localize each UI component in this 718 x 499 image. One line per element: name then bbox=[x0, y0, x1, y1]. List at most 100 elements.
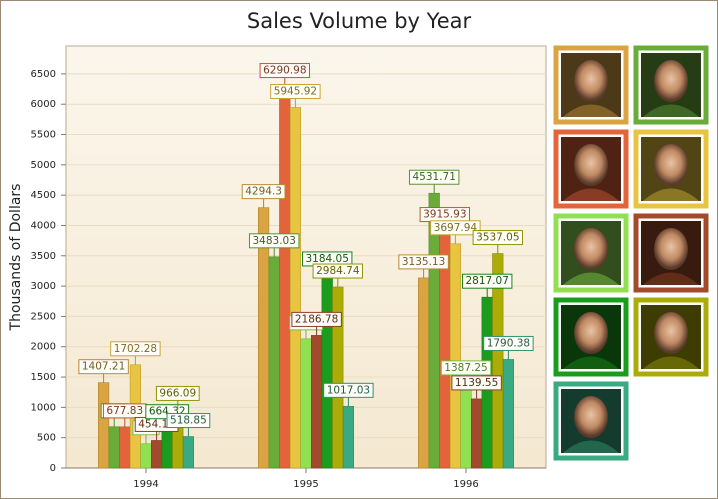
photo-shoulders bbox=[643, 104, 699, 117]
data-label: 677.83 bbox=[102, 403, 147, 419]
photo-face bbox=[654, 228, 688, 270]
data-label: 966.09 bbox=[155, 385, 200, 401]
y-tick-label: 5000 bbox=[31, 160, 56, 171]
photo-shoulders bbox=[563, 272, 619, 285]
photo-face bbox=[654, 312, 688, 354]
photo-shoulders bbox=[563, 104, 619, 117]
data-label: 3537.05 bbox=[472, 230, 524, 246]
bar bbox=[417, 277, 430, 469]
data-label: 1407.21 bbox=[78, 359, 129, 375]
photo-shoulders bbox=[643, 188, 699, 201]
data-label-box bbox=[398, 254, 449, 270]
data-label: 518.85 bbox=[166, 413, 211, 429]
bar bbox=[182, 436, 195, 469]
bar bbox=[108, 426, 120, 469]
photo-face bbox=[654, 60, 688, 102]
data-label-text: 6290.98 bbox=[263, 65, 306, 77]
data-label-text: 2817.07 bbox=[465, 275, 508, 287]
data-label-text: 1139.55 bbox=[455, 377, 498, 389]
data-label-text: 966.09 bbox=[159, 387, 196, 399]
data-label-text: 3537.05 bbox=[476, 232, 519, 244]
photo-face bbox=[574, 144, 608, 186]
photo-shoulders bbox=[563, 356, 619, 369]
data-label-box bbox=[451, 375, 502, 391]
y-tick-label: 3000 bbox=[31, 281, 56, 292]
data-label-text: 2984.74 bbox=[316, 265, 360, 277]
data-label-text: 1387.25 bbox=[444, 362, 487, 374]
photo-legend bbox=[553, 45, 709, 461]
chart-title: Sales Volume by Year bbox=[247, 9, 472, 33]
data-label-text: 2186.78 bbox=[295, 313, 338, 325]
data-label-box bbox=[155, 385, 200, 401]
bar bbox=[460, 383, 472, 469]
photo-face bbox=[574, 396, 608, 438]
data-label-box bbox=[461, 273, 513, 289]
data-label: 3135.13 bbox=[398, 254, 449, 270]
data-label: 3915.93 bbox=[419, 207, 471, 223]
y-tick-label: 1000 bbox=[31, 402, 56, 413]
x-tick-label: 1995 bbox=[293, 479, 318, 490]
y-tick-label: 500 bbox=[37, 433, 56, 444]
data-label-text: 518.85 bbox=[170, 415, 207, 427]
photo-shoulders bbox=[563, 188, 619, 201]
bar bbox=[310, 335, 323, 469]
bar bbox=[161, 427, 173, 469]
data-label-box bbox=[408, 169, 460, 185]
bar bbox=[98, 382, 110, 469]
photo-face bbox=[654, 144, 688, 186]
y-tick-label: 4000 bbox=[31, 220, 56, 231]
y-tick-label: 1500 bbox=[31, 372, 56, 383]
data-label-box bbox=[323, 382, 374, 398]
y-tick-label: 5500 bbox=[31, 130, 56, 141]
data-label-text: 1407.21 bbox=[82, 361, 125, 373]
bar bbox=[151, 440, 163, 469]
data-label: 1702.28 bbox=[110, 341, 161, 357]
bar bbox=[321, 274, 333, 469]
data-label-text: 4531.71 bbox=[412, 171, 455, 183]
data-label: 6290.98 bbox=[259, 63, 311, 79]
data-label-text: 5945.92 bbox=[274, 85, 317, 97]
y-tick-label: 0 bbox=[50, 463, 56, 474]
data-label-box bbox=[270, 83, 321, 99]
y-tick-label: 6000 bbox=[31, 99, 56, 110]
data-label: 2817.07 bbox=[461, 273, 513, 289]
data-label: 1017.03 bbox=[323, 382, 374, 398]
y-tick-label: 3500 bbox=[31, 251, 56, 262]
data-label-box bbox=[483, 335, 534, 351]
data-label: 1139.55 bbox=[451, 375, 502, 391]
data-label-box bbox=[312, 263, 364, 279]
data-label: 4294.3 bbox=[241, 184, 286, 200]
data-label-box bbox=[241, 184, 286, 200]
data-label: 2186.78 bbox=[291, 311, 342, 327]
data-label: 2984.74 bbox=[312, 263, 364, 279]
bar bbox=[140, 443, 152, 469]
data-label-text: 3483.03 bbox=[252, 235, 295, 247]
data-label: 1387.25 bbox=[440, 360, 492, 376]
data-label-text: 3184.05 bbox=[305, 253, 348, 265]
data-label-box bbox=[78, 359, 129, 375]
photo-shoulders bbox=[643, 356, 699, 369]
data-label-box bbox=[440, 360, 492, 376]
data-label-text: 3915.93 bbox=[423, 209, 466, 221]
photo-shoulders bbox=[643, 272, 699, 285]
data-label-text: 677.83 bbox=[106, 405, 143, 417]
data-label-box bbox=[291, 311, 342, 327]
bar bbox=[268, 256, 280, 469]
bar bbox=[470, 398, 483, 469]
data-label-box bbox=[259, 63, 311, 79]
data-label-text: 1702.28 bbox=[114, 343, 157, 355]
data-label-box bbox=[166, 413, 211, 429]
y-tick-label: 2000 bbox=[31, 342, 56, 353]
y-axis-label: Thousands of Dollars bbox=[8, 184, 24, 332]
photo-shoulders bbox=[563, 440, 619, 453]
data-label-text: 1017.03 bbox=[327, 384, 370, 396]
data-label: 3483.03 bbox=[248, 233, 300, 249]
bar bbox=[279, 86, 291, 469]
y-tick-label: 6500 bbox=[31, 69, 56, 80]
data-label-text: 4294.3 bbox=[245, 186, 282, 198]
data-label-text: 454.14 bbox=[138, 418, 175, 430]
bar bbox=[300, 338, 312, 469]
x-tick-label: 1994 bbox=[133, 479, 158, 490]
